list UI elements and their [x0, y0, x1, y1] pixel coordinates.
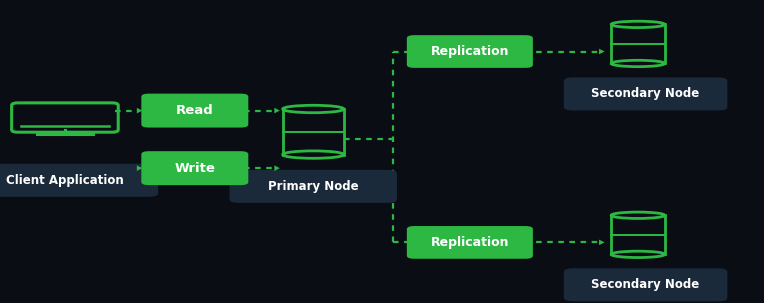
FancyBboxPatch shape: [406, 35, 533, 68]
FancyBboxPatch shape: [229, 170, 397, 203]
Text: Write: Write: [174, 162, 215, 175]
Text: Replication: Replication: [431, 236, 509, 249]
Text: Replication: Replication: [431, 45, 509, 58]
FancyBboxPatch shape: [564, 78, 727, 111]
Text: Client Application: Client Application: [6, 174, 124, 187]
FancyBboxPatch shape: [406, 226, 533, 259]
Text: Secondary Node: Secondary Node: [591, 278, 700, 291]
FancyBboxPatch shape: [141, 94, 248, 128]
FancyBboxPatch shape: [0, 164, 158, 197]
Text: Read: Read: [176, 104, 214, 117]
Text: Primary Node: Primary Node: [268, 180, 358, 193]
FancyBboxPatch shape: [141, 151, 248, 185]
FancyBboxPatch shape: [564, 268, 727, 301]
Text: Secondary Node: Secondary Node: [591, 88, 700, 100]
